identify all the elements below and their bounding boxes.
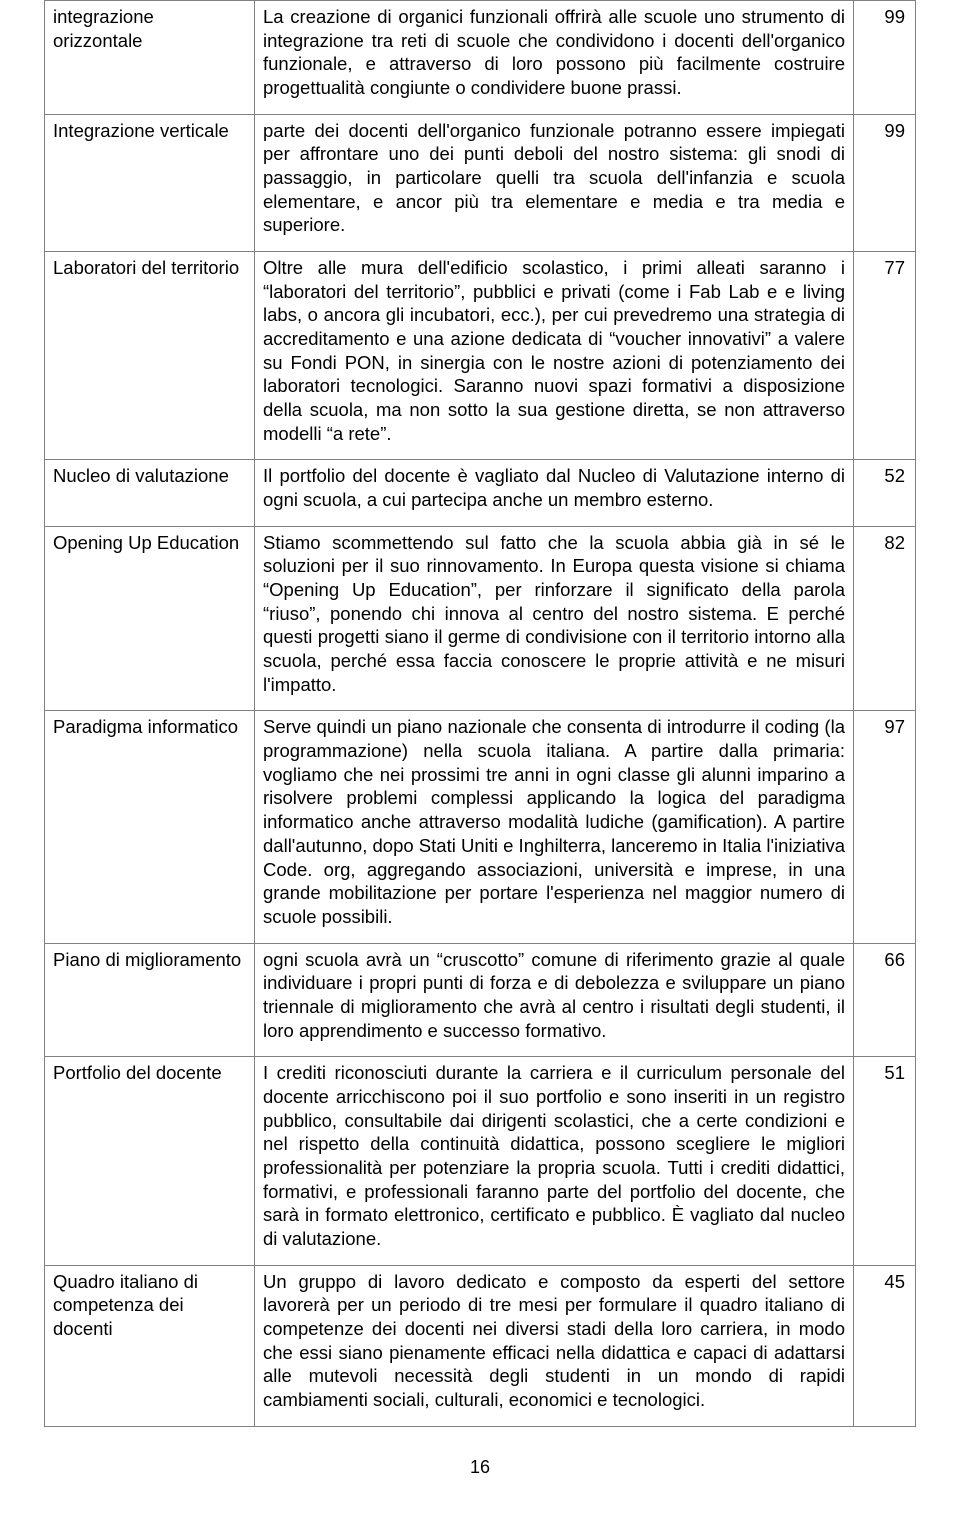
table-row: Nucleo di valutazione Il portfolio del d… <box>45 460 916 526</box>
description-cell: Un gruppo di lavoro dedicato e composto … <box>255 1265 854 1426</box>
term-cell: Quadro italiano di competenza dei docent… <box>45 1265 255 1426</box>
description-cell: I crediti riconosciuti durante la carrie… <box>255 1057 854 1265</box>
description-cell: ogni scuola avrà un “cruscotto” comune d… <box>255 943 854 1057</box>
table-row: Piano di miglioramento ogni scuola avrà … <box>45 943 916 1057</box>
number-cell: 99 <box>854 1 916 115</box>
table-row: Integrazione verticale parte dei docenti… <box>45 114 916 251</box>
table-row: Quadro italiano di competenza dei docent… <box>45 1265 916 1426</box>
description-cell: La creazione di organici funzionali offr… <box>255 1 854 115</box>
table-row: Portfolio del docente I crediti riconosc… <box>45 1057 916 1265</box>
number-cell: 99 <box>854 114 916 251</box>
table-row: Laboratori del territorio Oltre alle mur… <box>45 252 916 460</box>
term-cell: Nucleo di valutazione <box>45 460 255 526</box>
description-cell: parte dei docenti dell'organico funziona… <box>255 114 854 251</box>
term-cell: Paradigma informatico <box>45 711 255 943</box>
description-cell: Serve quindi un piano nazionale che cons… <box>255 711 854 943</box>
table-body: integrazione orizzontale La creazione di… <box>45 1 916 1427</box>
number-cell: 52 <box>854 460 916 526</box>
description-cell: Oltre alle mura dell'edificio scolastico… <box>255 252 854 460</box>
number-cell: 66 <box>854 943 916 1057</box>
number-cell: 82 <box>854 526 916 711</box>
page-number: 16 <box>44 1457 916 1478</box>
term-cell: integrazione orizzontale <box>45 1 255 115</box>
number-cell: 77 <box>854 252 916 460</box>
term-cell: Portfolio del docente <box>45 1057 255 1265</box>
term-cell: Laboratori del territorio <box>45 252 255 460</box>
glossary-table: integrazione orizzontale La creazione di… <box>44 0 916 1427</box>
number-cell: 51 <box>854 1057 916 1265</box>
term-cell: Opening Up Education <box>45 526 255 711</box>
table-row: integrazione orizzontale La creazione di… <box>45 1 916 115</box>
number-cell: 45 <box>854 1265 916 1426</box>
table-row: Paradigma informatico Serve quindi un pi… <box>45 711 916 943</box>
description-cell: Il portfolio del docente è vagliato dal … <box>255 460 854 526</box>
term-cell: Piano di miglioramento <box>45 943 255 1057</box>
document-page: integrazione orizzontale La creazione di… <box>0 0 960 1518</box>
number-cell: 97 <box>854 711 916 943</box>
description-cell: Stiamo scommettendo sul fatto che la scu… <box>255 526 854 711</box>
term-cell: Integrazione verticale <box>45 114 255 251</box>
table-row: Opening Up Education Stiamo scommettendo… <box>45 526 916 711</box>
